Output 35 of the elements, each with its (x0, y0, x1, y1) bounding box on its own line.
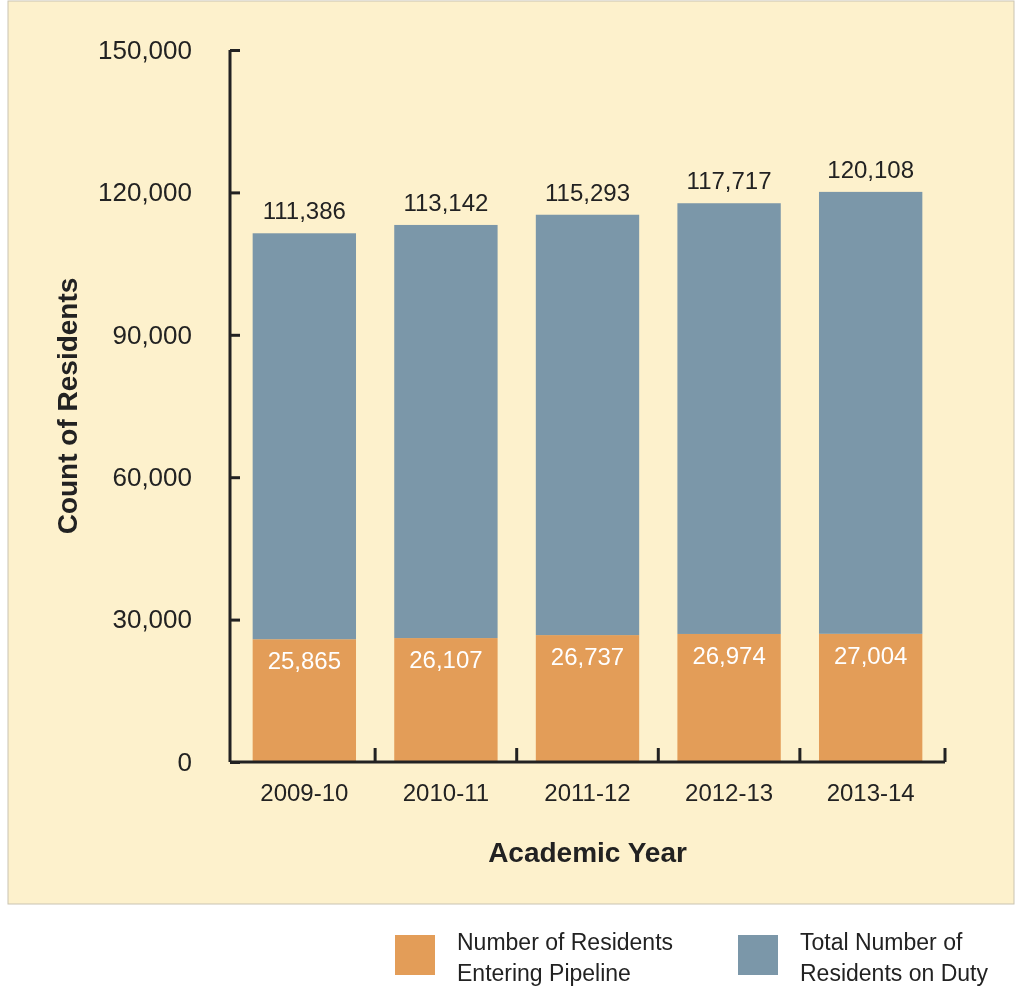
data-label: 27,004 (833, 641, 908, 669)
bar (677, 203, 781, 634)
data-label: 26,737 (550, 643, 625, 671)
legend-label: Total Number of Residents on Duty (800, 929, 989, 986)
bar (394, 638, 498, 762)
total-label: 115,293 (545, 178, 630, 206)
y-tick-label: 60,000 (112, 462, 192, 493)
y-axis-title: Count of Residents (52, 277, 83, 535)
total-label: 111,386 (262, 197, 346, 225)
y-tick-label: 90,000 (112, 319, 192, 350)
x-tick-label: 2011-12 (544, 779, 631, 807)
total-label: 120,108 (827, 155, 915, 183)
y-tick-label: 150,000 (98, 34, 192, 65)
y-tick-label: 30,000 (112, 604, 192, 635)
bar (818, 191, 923, 634)
x-axis-title: Academic Year (488, 837, 687, 868)
bar (818, 633, 923, 762)
bar (252, 639, 357, 762)
x-tick-label: 2010-11 (402, 779, 490, 807)
x-tick-label: 2013-14 (826, 779, 915, 807)
data-label: 25,865 (267, 647, 342, 675)
total-label: 117,717 (686, 167, 772, 195)
total-label: 113,142 (403, 188, 489, 216)
data-label: 26,974 (692, 641, 766, 669)
bar (535, 214, 640, 636)
y-tick-label: 120,000 (98, 177, 192, 208)
bar (252, 233, 357, 640)
x-tick-label: 2009-10 (260, 779, 349, 807)
y-tick-label: 0 (177, 746, 192, 777)
bar (394, 224, 498, 639)
legend-label: Number of Residents Entering Pipeline (457, 929, 674, 986)
bar (535, 635, 640, 762)
bar (677, 633, 781, 762)
data-label: 26,107 (409, 646, 483, 674)
x-tick-label: 2012-13 (685, 779, 774, 807)
